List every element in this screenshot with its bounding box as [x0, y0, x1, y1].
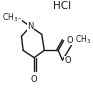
Text: O: O	[65, 56, 71, 65]
Text: –: –	[18, 15, 21, 21]
Text: $\mathrm{CH_3}$: $\mathrm{CH_3}$	[2, 12, 18, 24]
Text: N: N	[27, 22, 33, 31]
Text: $\mathrm{CH_3}$: $\mathrm{CH_3}$	[75, 34, 91, 46]
Text: O: O	[67, 36, 73, 45]
Text: O: O	[31, 75, 37, 84]
Text: HCl: HCl	[53, 1, 72, 11]
